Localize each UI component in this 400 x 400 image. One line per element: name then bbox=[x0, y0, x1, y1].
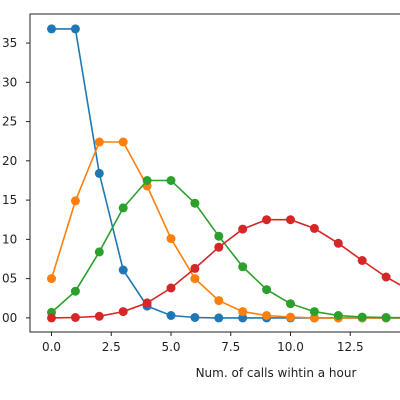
series-2-point bbox=[286, 312, 295, 322]
series-3-point bbox=[286, 299, 295, 309]
x-axis-label: Num. of calls wihtin a hour bbox=[196, 366, 357, 380]
series-3 bbox=[47, 176, 400, 322]
series-3-point bbox=[309, 307, 319, 317]
series-3-point bbox=[333, 311, 343, 320]
y-tick-label: 10 bbox=[2, 232, 17, 246]
series-4-point bbox=[214, 242, 224, 252]
series-2-point bbox=[309, 313, 319, 323]
series-3-point bbox=[262, 285, 272, 295]
y-tick-label: 20 bbox=[2, 154, 17, 168]
plot-area bbox=[47, 24, 400, 323]
series-4-point bbox=[381, 272, 391, 282]
x-tick-label: 2.5 bbox=[102, 340, 121, 354]
series-4-point bbox=[94, 311, 104, 321]
series-1-point bbox=[166, 311, 176, 320]
series-3-point bbox=[118, 203, 128, 213]
x-tick-label: 12.5 bbox=[337, 340, 364, 354]
series-4-point bbox=[262, 215, 272, 225]
series-3-point bbox=[70, 286, 80, 296]
x-tick-label: 0.0 bbox=[42, 340, 61, 354]
x-axis: 0.02.55.07.510.012.515 bbox=[42, 332, 364, 354]
series-3-point bbox=[94, 247, 104, 257]
series-2-line bbox=[50, 141, 400, 319]
series-4-point bbox=[333, 238, 343, 248]
series-3-point bbox=[357, 312, 367, 322]
series-4-point bbox=[238, 224, 248, 234]
series-1-point bbox=[190, 313, 200, 322]
series-3-point bbox=[142, 176, 152, 185]
series-4 bbox=[47, 215, 400, 323]
series-2 bbox=[47, 137, 400, 323]
x-tick-label: 7.5 bbox=[221, 340, 240, 354]
series-3-point bbox=[166, 176, 176, 185]
series-4-point bbox=[166, 283, 176, 293]
x-tick-label: 5.0 bbox=[161, 340, 180, 354]
series-3-point bbox=[381, 313, 391, 322]
series-2-point bbox=[262, 311, 272, 320]
axes-frame bbox=[29, 13, 400, 333]
series-3-point bbox=[190, 198, 200, 208]
series-4-point bbox=[47, 313, 56, 323]
series-2-point bbox=[166, 234, 176, 244]
series-3-point bbox=[214, 231, 224, 241]
y-axis: 00 05 10 15 20 25 30 35 bbox=[2, 36, 30, 325]
series-2-point bbox=[238, 307, 248, 317]
series-4-point bbox=[309, 223, 319, 233]
series-2-point bbox=[118, 137, 128, 147]
y-tick-label: 35 bbox=[2, 36, 17, 50]
series-1-point bbox=[118, 265, 128, 275]
series-2-point bbox=[47, 274, 56, 284]
y-tick-label: 30 bbox=[2, 75, 17, 89]
series-1-point bbox=[214, 313, 224, 323]
series-4-point bbox=[190, 263, 200, 273]
series-3-point bbox=[238, 262, 248, 272]
series-3-line bbox=[50, 179, 400, 319]
series-1-point bbox=[238, 313, 248, 323]
series-2-point bbox=[94, 137, 104, 147]
series-1-point bbox=[47, 24, 56, 34]
y-tick-label: 15 bbox=[2, 193, 17, 207]
series-4-line bbox=[51, 218, 400, 319]
series-2-point bbox=[70, 196, 80, 206]
series-1-point bbox=[94, 168, 104, 178]
series-1-point bbox=[70, 24, 80, 34]
series-4-point bbox=[70, 313, 80, 322]
x-tick-label: 10.0 bbox=[277, 340, 304, 354]
series-4-point bbox=[357, 256, 367, 265]
y-tick-label: 05 bbox=[2, 272, 17, 286]
series-4-point bbox=[142, 298, 152, 308]
series-1 bbox=[47, 24, 400, 323]
series-4-point bbox=[286, 215, 295, 225]
y-tick-label: 25 bbox=[2, 115, 17, 129]
series-2-point bbox=[214, 296, 224, 306]
y-tick-label: 00 bbox=[2, 311, 17, 325]
series-2-point bbox=[190, 274, 200, 284]
series-4-point bbox=[118, 307, 128, 317]
